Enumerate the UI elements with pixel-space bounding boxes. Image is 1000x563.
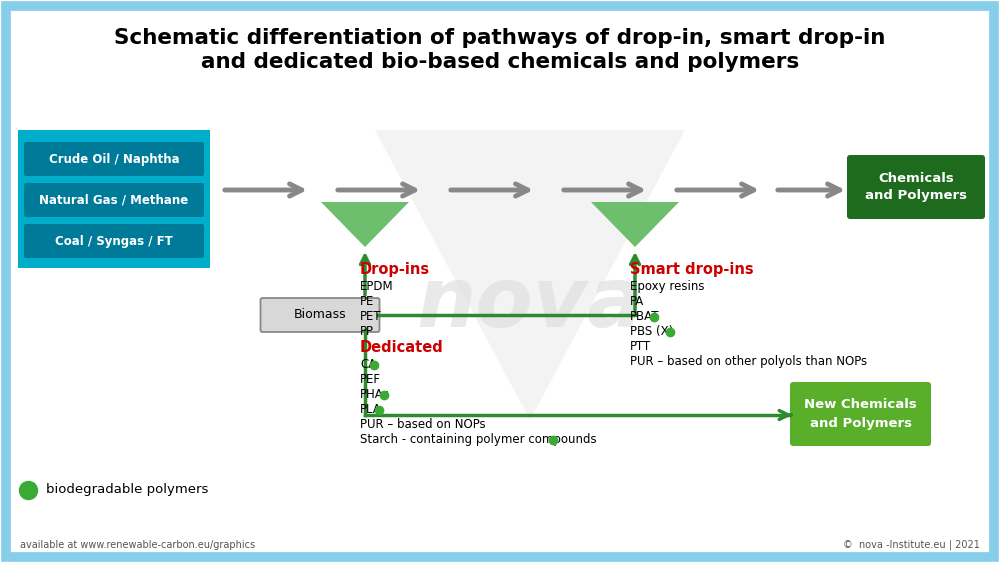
Text: nova: nova bbox=[416, 263, 644, 345]
FancyBboxPatch shape bbox=[24, 183, 204, 217]
Text: and dedicated bio-based chemicals and polymers: and dedicated bio-based chemicals and po… bbox=[201, 52, 799, 72]
Text: PHAs: PHAs bbox=[360, 388, 390, 401]
Text: Epoxy resins: Epoxy resins bbox=[630, 280, 704, 293]
Text: and Polymers: and Polymers bbox=[865, 190, 967, 203]
Text: Biomass: Biomass bbox=[294, 309, 346, 321]
Text: PET: PET bbox=[360, 310, 382, 323]
Text: PP: PP bbox=[360, 325, 374, 338]
Text: PTT: PTT bbox=[630, 340, 651, 353]
FancyBboxPatch shape bbox=[790, 382, 931, 446]
Text: Drop-ins: Drop-ins bbox=[360, 262, 430, 277]
Text: CA: CA bbox=[360, 358, 376, 371]
Text: PUR – based on other polyols than NOPs: PUR – based on other polyols than NOPs bbox=[630, 355, 867, 368]
Text: Crude Oil / Naphtha: Crude Oil / Naphtha bbox=[49, 153, 179, 166]
Text: PE: PE bbox=[360, 295, 374, 308]
Text: and Polymers: and Polymers bbox=[810, 417, 912, 430]
Polygon shape bbox=[591, 202, 679, 247]
Polygon shape bbox=[375, 130, 685, 420]
Text: Smart drop-ins: Smart drop-ins bbox=[630, 262, 754, 277]
Text: EPDM: EPDM bbox=[360, 280, 394, 293]
Text: PLA: PLA bbox=[360, 403, 382, 416]
Text: PBAT: PBAT bbox=[630, 310, 660, 323]
Text: Coal / Syngas / FT: Coal / Syngas / FT bbox=[55, 235, 173, 248]
FancyBboxPatch shape bbox=[260, 298, 380, 332]
FancyBboxPatch shape bbox=[24, 142, 204, 176]
Text: New Chemicals: New Chemicals bbox=[804, 399, 917, 412]
Text: Dedicated: Dedicated bbox=[360, 340, 444, 355]
Text: PA: PA bbox=[630, 295, 644, 308]
Text: PEF: PEF bbox=[360, 373, 381, 386]
Polygon shape bbox=[321, 202, 409, 247]
FancyBboxPatch shape bbox=[847, 155, 985, 219]
Text: Natural Gas / Methane: Natural Gas / Methane bbox=[39, 194, 189, 207]
Bar bbox=[18, 130, 210, 268]
Text: Schematic differentiation of pathways of drop-in, smart drop-in: Schematic differentiation of pathways of… bbox=[114, 28, 886, 48]
Text: ©  nova -Institute.eu | 2021: © nova -Institute.eu | 2021 bbox=[843, 540, 980, 550]
Text: Starch - containing polymer compounds: Starch - containing polymer compounds bbox=[360, 433, 597, 446]
Text: PUR – based on NOPs: PUR – based on NOPs bbox=[360, 418, 486, 431]
FancyBboxPatch shape bbox=[24, 224, 204, 258]
Text: available at www.renewable-carbon.eu/graphics: available at www.renewable-carbon.eu/gra… bbox=[20, 540, 255, 550]
Text: PBS (X): PBS (X) bbox=[630, 325, 673, 338]
Text: biodegradable polymers: biodegradable polymers bbox=[46, 484, 208, 497]
Text: Chemicals: Chemicals bbox=[878, 172, 954, 185]
